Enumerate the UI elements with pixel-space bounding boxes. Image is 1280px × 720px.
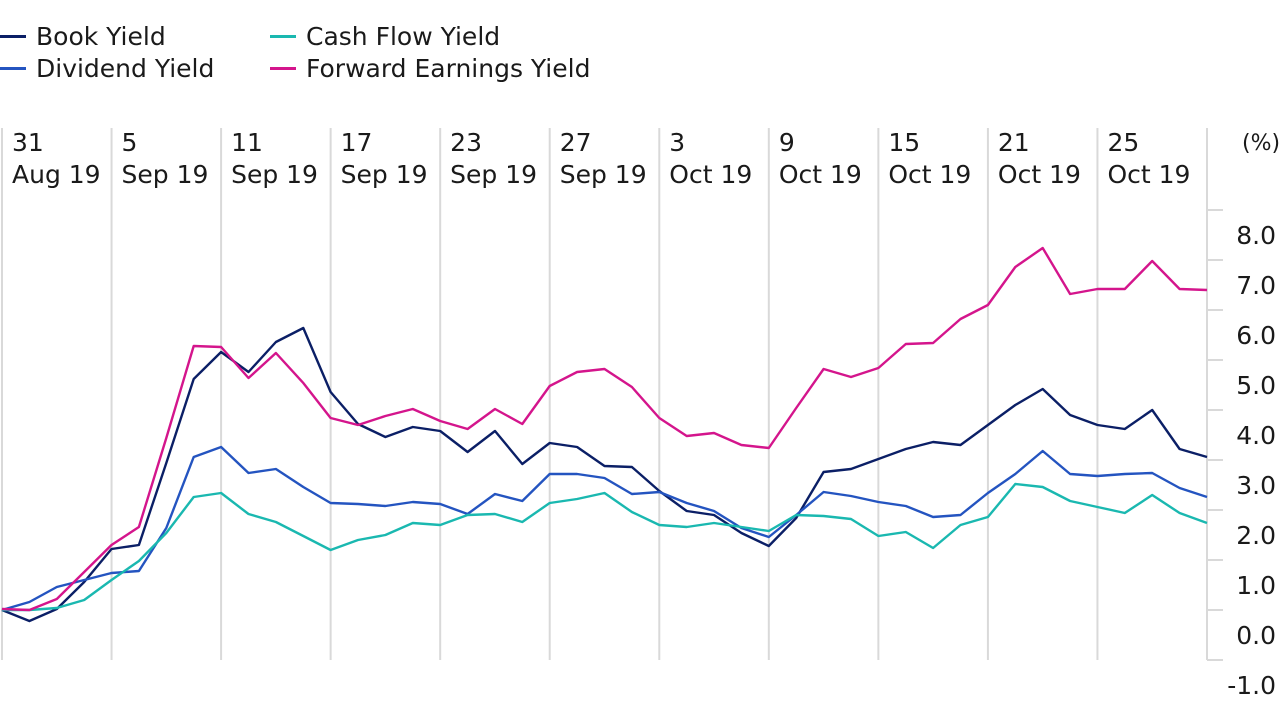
legend-item-dividend-yield: Dividend Yield — [0, 52, 214, 84]
legend-label: Book Yield — [36, 21, 166, 51]
legend-swatch-cash-flow-yield — [270, 34, 296, 38]
y-tick-label: 0.0 — [1236, 621, 1276, 650]
x-tick-label-month: Sep 19 — [450, 160, 537, 189]
x-tick-label-month: Oct 19 — [888, 160, 971, 189]
y-tick-label: -1.0 — [1227, 671, 1276, 700]
x-axis-ticks: 31 Aug 19 5 Sep 19 11 Sep 19 17 Sep 19 23 Sep 19 2… — [12, 128, 1190, 189]
x-tick-label-month: Aug 19 — [12, 160, 101, 189]
series-line-dividend-yield — [1, 445, 1208, 612]
y-tick-label: 8.0 — [1236, 221, 1276, 250]
x-tick-label-day: 31 — [12, 128, 44, 157]
legend-item-book-yield: Book Yield — [0, 20, 166, 52]
legend-swatch-forward-earnings-yield — [270, 66, 296, 70]
x-tick-label-month: Sep 19 — [341, 160, 428, 189]
x-tick-label-month: Sep 19 — [231, 160, 318, 189]
x-tick-label-month: Oct 19 — [669, 160, 752, 189]
series-layer — [1, 246, 1208, 623]
series-line-forward-earnings-yield — [1, 246, 1208, 612]
legend-label: Dividend Yield — [36, 53, 215, 83]
x-tick-label-day: 27 — [560, 128, 592, 157]
legend-label: Forward Earnings Yield — [306, 53, 591, 83]
y-tick-label: 3.0 — [1236, 471, 1276, 500]
x-tick-label-day: 15 — [888, 128, 920, 157]
legend-item-cash-flow-yield: Cash Flow Yield — [270, 20, 500, 52]
series-line-book-yield — [1, 326, 1208, 623]
y-tick-label: 6.0 — [1236, 321, 1276, 350]
legend-label: Cash Flow Yield — [306, 21, 501, 51]
y-tick-label: 5.0 — [1236, 371, 1276, 400]
y-axis: 8.0 7.0 6.0 5.0 4.0 3.0 2.0 1.0 0.0 -1.0 — [1206, 128, 1276, 700]
x-tick-label-day: 9 — [779, 128, 795, 157]
x-tick-label-day: 5 — [122, 128, 138, 157]
y-tick-label: 2.0 — [1236, 521, 1276, 550]
x-tick-label-day: 25 — [1107, 128, 1139, 157]
x-tick-label-day: 21 — [998, 128, 1030, 157]
series-line-cash-flow-yield — [2, 482, 1208, 612]
x-tick-label-month: Sep 19 — [122, 160, 209, 189]
x-tick-label-day: 17 — [341, 128, 373, 157]
y-tick-label: 1.0 — [1236, 571, 1276, 600]
x-tick-label-day: 23 — [450, 128, 482, 157]
grid-layer — [1, 128, 1099, 660]
legend-swatch-book-yield — [0, 34, 26, 38]
y-tick-label: 4.0 — [1236, 421, 1276, 450]
x-tick-label-month: Sep 19 — [560, 160, 647, 189]
x-tick-label-month: Oct 19 — [1107, 160, 1190, 189]
y-tick-label: 7.0 — [1236, 271, 1276, 300]
legend-item-forward-earnings-yield: Forward Earnings Yield — [270, 52, 590, 84]
x-tick-label-day: 11 — [231, 128, 263, 157]
x-tick-label-month: Oct 19 — [779, 160, 862, 189]
x-tick-label-day: 3 — [669, 128, 685, 157]
x-tick-label-month: Oct 19 — [998, 160, 1081, 189]
y-axis-unit-label: (%) — [1242, 131, 1280, 156]
legend-swatch-dividend-yield — [0, 66, 26, 70]
